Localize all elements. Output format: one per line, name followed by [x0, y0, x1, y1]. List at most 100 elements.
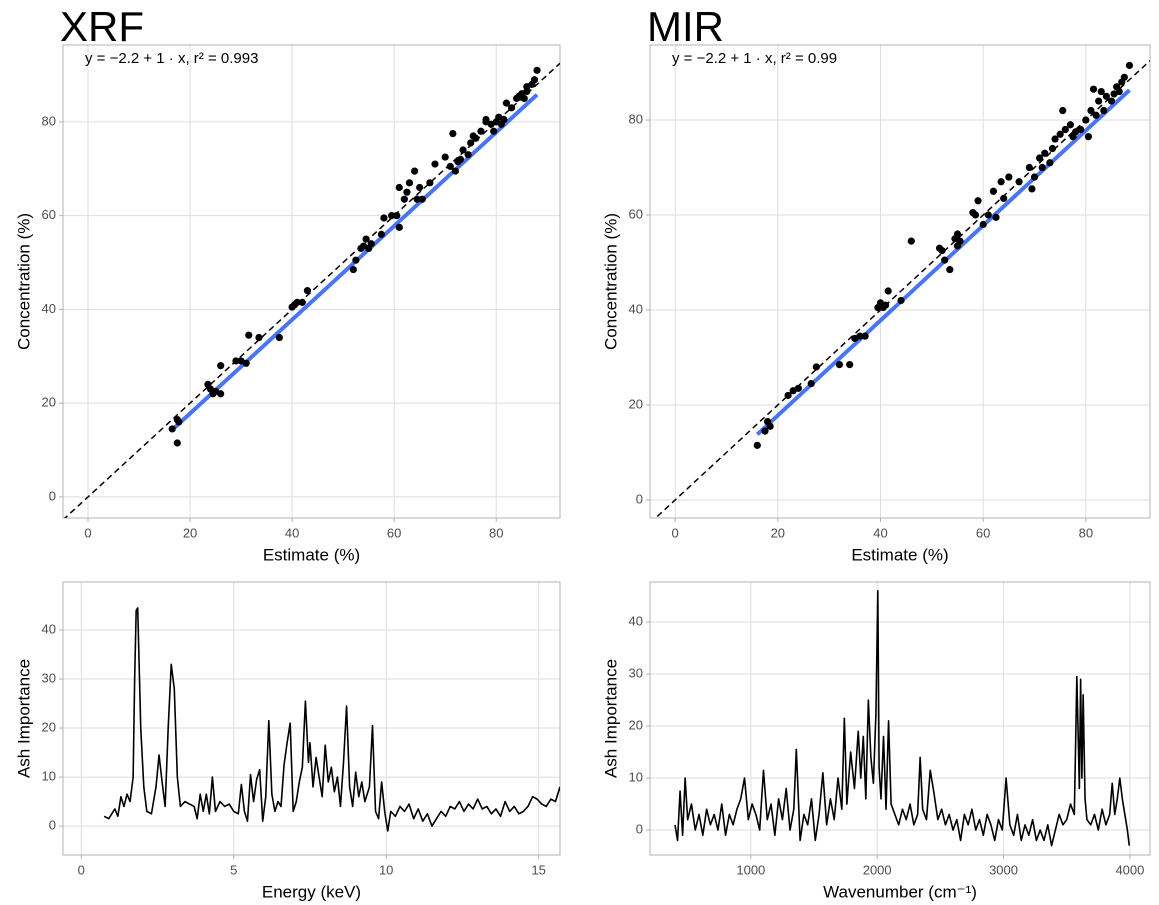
- point: [1107, 97, 1116, 105]
- chart-title: XRF: [60, 3, 144, 50]
- point: [1030, 173, 1039, 181]
- point: [1092, 111, 1100, 119]
- point: [507, 104, 516, 112]
- point: [1038, 163, 1046, 172]
- x-axis-title: Energy (keV): [262, 882, 361, 901]
- point: [835, 361, 844, 369]
- point: [464, 151, 472, 159]
- point: [984, 211, 992, 219]
- point: [232, 357, 240, 365]
- point: [441, 153, 449, 161]
- y-tick-label: 10: [42, 769, 56, 784]
- point: [884, 287, 892, 295]
- x-tick-label: 40: [873, 525, 887, 540]
- point: [856, 332, 864, 340]
- point: [956, 237, 964, 245]
- point: [520, 94, 528, 103]
- point: [446, 162, 454, 171]
- point: [530, 76, 539, 84]
- x-tick-label: 80: [489, 525, 503, 540]
- point: [500, 115, 508, 124]
- x-tick-label: 10: [379, 862, 393, 877]
- point: [242, 359, 250, 367]
- point: [502, 99, 511, 107]
- point: [941, 256, 949, 264]
- point: [907, 237, 915, 245]
- point: [303, 287, 312, 295]
- point: [395, 183, 403, 192]
- y-tick-label: 20: [629, 717, 643, 732]
- point: [490, 127, 498, 135]
- point: [413, 195, 421, 203]
- y-tick-label: 60: [42, 207, 56, 222]
- point: [1048, 144, 1057, 153]
- point: [352, 256, 360, 264]
- point: [979, 220, 987, 229]
- point: [451, 167, 459, 175]
- x-tick-label: 5: [230, 862, 237, 877]
- point: [1000, 194, 1008, 202]
- x-tick-label: 40: [285, 525, 299, 540]
- panel-border: [62, 44, 561, 519]
- point: [897, 296, 905, 305]
- annotation: y = −2.2 + 1 · x, r² = 0.993: [85, 50, 258, 67]
- point: [298, 298, 306, 306]
- plot-background: [63, 45, 560, 518]
- x-tick-label: 1000: [736, 862, 765, 877]
- point: [1051, 135, 1059, 143]
- point: [1056, 130, 1064, 138]
- panel-border: [62, 581, 561, 856]
- x-tick-label: 20: [183, 525, 197, 540]
- point: [405, 179, 414, 187]
- point: [1125, 61, 1134, 70]
- y-tick-label: 20: [42, 395, 56, 410]
- point: [1028, 185, 1036, 193]
- point: [467, 139, 475, 147]
- point: [1025, 163, 1033, 172]
- point: [766, 422, 774, 430]
- point: [449, 129, 457, 138]
- point: [1066, 121, 1075, 129]
- panel: 1000 2000 3000 4000 0 10 20 30 40 Wavenumber (cm⁻…: [601, 581, 1151, 901]
- point: [946, 266, 954, 274]
- point: [1082, 116, 1090, 124]
- y-tick-label: 20: [629, 396, 643, 411]
- panel-border: [649, 581, 1151, 856]
- point: [1061, 125, 1069, 134]
- y-tick-label: 80: [629, 111, 643, 126]
- y-tick-label: 40: [42, 301, 56, 316]
- point: [1120, 73, 1128, 81]
- point: [861, 332, 869, 340]
- point: [1084, 133, 1092, 141]
- y-tick-label: 30: [42, 670, 56, 685]
- y-axis-title: Ash Importance: [601, 659, 620, 778]
- y-tick-label: 0: [636, 491, 643, 506]
- point: [418, 195, 426, 203]
- y-tick-label: 0: [49, 488, 56, 503]
- x-tick-label: 0: [672, 525, 679, 540]
- point: [477, 127, 485, 135]
- panel: 0 20 40 60 80 0 20 40 60 80 Estimate (%) Concentrat…: [601, 3, 1151, 564]
- point: [1005, 173, 1013, 181]
- x-tick-label: 60: [387, 525, 401, 540]
- point: [1077, 125, 1085, 134]
- point: [938, 247, 946, 255]
- panel-border: [649, 44, 1151, 519]
- point: [380, 214, 388, 222]
- x-tick-label: 15: [531, 862, 545, 877]
- y-axis-title: Concentration (%): [601, 213, 620, 350]
- point: [1095, 97, 1103, 105]
- plot-background: [650, 45, 1150, 518]
- plot-background: [650, 582, 1150, 855]
- y-tick-label: 40: [629, 613, 643, 628]
- panel: 0 20 40 60 80 0 20 40 60 80 Estimate (%) Concentrat…: [14, 3, 561, 564]
- point: [482, 115, 490, 124]
- x-axis-title: Estimate (%): [851, 545, 948, 564]
- point: [812, 363, 820, 371]
- x-tick-label: 20: [771, 525, 785, 540]
- point: [974, 197, 982, 205]
- point: [953, 230, 962, 238]
- plot-area: [63, 62, 560, 518]
- point: [1097, 87, 1105, 96]
